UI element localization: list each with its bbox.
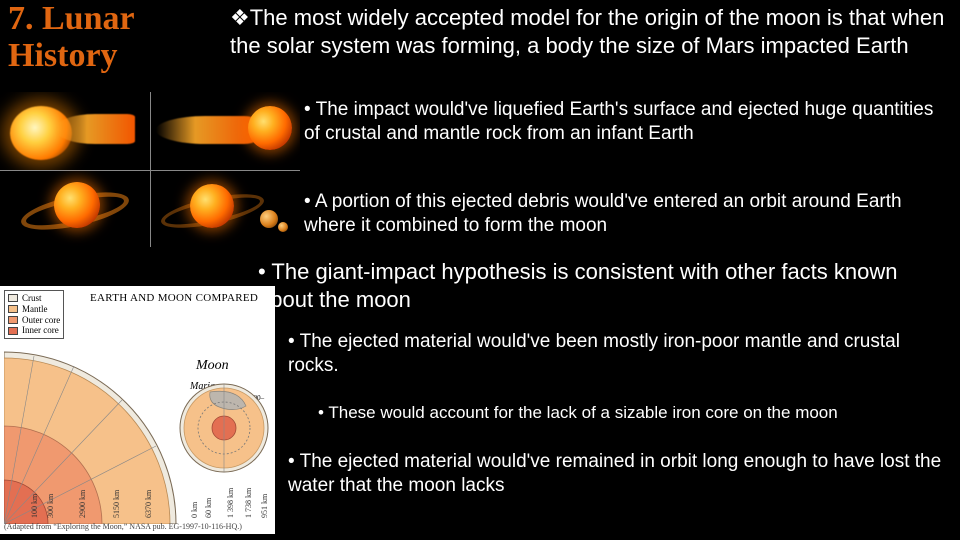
impact-frame-2 — [150, 92, 300, 170]
legend-row-outer: Outer core — [8, 315, 60, 326]
moon-label: Moon — [196, 358, 229, 374]
impact-frame-1 — [0, 92, 150, 170]
moon-depth-0: 0 km — [190, 502, 199, 518]
swatch-outer — [8, 316, 18, 324]
sub-bullet-3a: • The ejected material would've been mos… — [288, 330, 948, 378]
title-line1: 7. Lunar — [8, 0, 135, 37]
sub-bullet-3a-text: The ejected material would've been mostl… — [288, 331, 900, 376]
legend-row-inner: Inner core — [8, 325, 60, 336]
proto-moon — [260, 210, 278, 228]
planet-icon — [248, 106, 292, 150]
ejecta-streak — [156, 116, 254, 144]
moon-depth-4: 951 km — [260, 494, 269, 518]
bullet-icon: • — [304, 191, 315, 212]
diagram-title: EARTH AND MOON COMPARED — [90, 292, 258, 304]
planet-icon — [190, 184, 234, 228]
earth-depth-0: 100 km — [30, 494, 39, 518]
bullet-icon: • — [318, 403, 328, 422]
moon-depth-2: 1 398 km — [226, 488, 235, 518]
legend-label: Inner core — [22, 325, 59, 336]
slide-title: 7. Lunar History — [8, 0, 208, 75]
moon-cross-section — [178, 382, 270, 474]
earth-depth-3: 5150 km — [112, 490, 121, 518]
legend-row-crust: Crust — [8, 293, 60, 304]
moon-depth-1: 60 km — [204, 498, 213, 518]
legend-label: Mantle — [22, 304, 48, 315]
legend-label: Crust — [22, 293, 42, 304]
legend: Crust Mantle Outer core Inner core — [4, 290, 64, 339]
legend-label: Outer core — [22, 315, 60, 326]
planet-icon — [54, 182, 100, 228]
bullet-icon: • — [288, 451, 300, 472]
moon-depth-3: 1 738 km — [244, 488, 253, 518]
sub-bullet-3b-text: The ejected material would've remained i… — [288, 451, 941, 496]
ejecta-streak — [55, 114, 135, 144]
earth-depth-2: 2900 km — [78, 490, 87, 518]
bullet-icon: • — [304, 99, 316, 120]
swatch-crust — [8, 294, 18, 302]
legend-row-mantle: Mantle — [8, 304, 60, 315]
main-bullet: ❖The most widely accepted model for the … — [230, 4, 948, 59]
bullet-icon: • — [258, 259, 271, 284]
sub-bullet-1a: • The impact would've liquefied Earth's … — [304, 98, 948, 146]
sub-bullet-1a-text: The impact would've liquefied Earth's su… — [304, 99, 933, 144]
earth-depth-1: 300 km — [46, 494, 55, 518]
impact-frame-4 — [150, 170, 300, 248]
swatch-mantle — [8, 305, 18, 313]
impact-sequence-figure — [0, 92, 300, 247]
sub-bullet-2-text: The giant-impact hypothesis is consisten… — [258, 259, 898, 312]
swatch-inner — [8, 327, 18, 335]
diagram-credit: (Adapted from “Exploring the Moon,” NASA… — [4, 522, 242, 531]
sub-bullet-1b: • A portion of this ejected debris would… — [304, 190, 948, 238]
sub-bullet-2: • The giant-impact hypothesis is consist… — [258, 258, 948, 313]
sub-bullet-1b-text: A portion of this ejected debris would'v… — [304, 191, 902, 236]
diamond-bullet-icon: ❖ — [230, 5, 250, 30]
earth-moon-compared-figure: Crust Mantle Outer core Inner core EARTH… — [0, 286, 275, 534]
sub-bullet-4: • These would account for the lack of a … — [318, 402, 948, 423]
title-line2: History — [8, 37, 118, 74]
debris-moonlet — [278, 222, 288, 232]
impact-frame-3 — [0, 170, 150, 248]
sub-bullet-3b: • The ejected material would've remained… — [288, 450, 948, 498]
sub-bullet-4-text: These would account for the lack of a si… — [328, 403, 837, 422]
earth-depth-4: 6370 km — [144, 490, 153, 518]
bullet-icon: • — [288, 331, 300, 352]
main-bullet-text: The most widely accepted model for the o… — [230, 5, 944, 58]
